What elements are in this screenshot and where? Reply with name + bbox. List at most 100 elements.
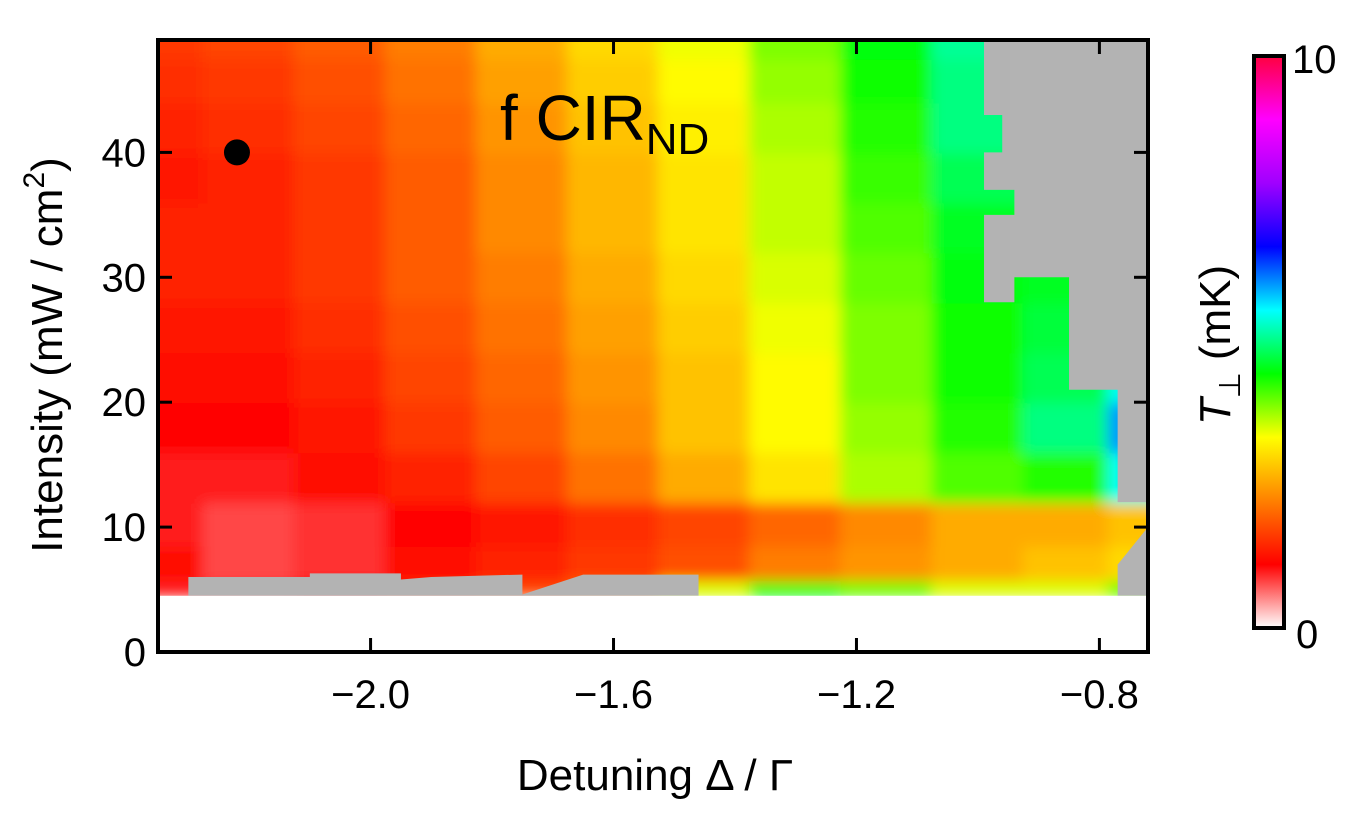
heatmap-cell [158, 501, 205, 547]
heatmap-cell [749, 251, 843, 304]
heatmap-cell [658, 201, 752, 254]
heatmap-cell [293, 451, 387, 504]
heatmap-cell [1022, 544, 1110, 582]
heatmap-cell [384, 401, 478, 454]
heatmap-cell [1022, 579, 1110, 597]
x-tick-label: −1.6 [574, 673, 653, 717]
heatmap-cell [840, 251, 934, 304]
heatmap-cell [749, 401, 843, 454]
no-data-region [522, 574, 699, 596]
heatmap-cell [475, 151, 569, 204]
heatmap-cell [1022, 501, 1110, 547]
heatmap-cell [931, 451, 1025, 504]
heatmap-cell [840, 351, 934, 404]
heatmap-cell [566, 351, 661, 404]
heatmap-cell [931, 544, 1025, 582]
heatmap-cell [384, 301, 478, 354]
heatmap-cell [658, 101, 752, 154]
heatmap-cell [202, 501, 296, 547]
heatmap-cell [840, 401, 934, 454]
heatmap-cell [293, 57, 387, 104]
heatmap-cell [931, 351, 1025, 404]
no-data-region [188, 573, 523, 596]
heatmap-cell [566, 401, 661, 454]
heatmap-cell [475, 451, 569, 504]
heatmap-cell [202, 301, 296, 354]
heatmap-cell [384, 101, 478, 154]
heatmap-cell [158, 201, 205, 254]
heatmap-cell [158, 57, 205, 104]
heatmap-cell [566, 501, 661, 547]
heatmap-cell [749, 451, 843, 504]
heatmap-cell [475, 301, 569, 354]
heatmap-cell [566, 57, 661, 104]
heatmap-cell [658, 251, 752, 304]
heatmap-cell [840, 201, 934, 254]
heatmap-cell [384, 151, 478, 204]
heatmap-cell [384, 201, 478, 254]
heatmap-cell [931, 579, 1025, 597]
heatmap-cell [293, 501, 387, 547]
heatmap-cell [566, 251, 661, 304]
heatmap-cell [475, 501, 569, 547]
heatmap-cell [475, 201, 569, 254]
heatmap-cell [158, 544, 205, 582]
heatmap-cell [749, 351, 843, 404]
panel-title-main: f CIR [500, 82, 646, 154]
heatmap-cell [1022, 401, 1110, 454]
y-axis: 0 10 20 30 40 [102, 131, 1148, 675]
heatmap-cell [475, 351, 569, 404]
panel-title-subscript: ND [646, 115, 710, 164]
colorbar-label-unit: (mK) [1191, 265, 1240, 360]
heatmap-cell [475, 40, 569, 60]
heatmap-cell [749, 40, 843, 60]
x-tick-label: −2.0 [331, 673, 410, 717]
heatmap-cell [293, 301, 387, 354]
heatmap-cell [658, 40, 752, 60]
heatmap-cell [840, 501, 934, 547]
heatmap-cell [840, 451, 934, 504]
heatmap-cell [202, 40, 296, 60]
heatmap-cell [384, 57, 478, 104]
heatmap-cell [566, 301, 661, 354]
heatmap-cell [384, 251, 478, 304]
heatmap-cell [384, 40, 478, 60]
heatmap-cell [202, 251, 296, 304]
heatmap-cell [749, 151, 843, 204]
heatmap-surface [158, 40, 1148, 652]
colorbar [1252, 54, 1286, 630]
y-tick-label: 0 [124, 631, 146, 675]
heatmap-cell [158, 451, 205, 504]
heatmap-cell [293, 40, 387, 60]
heatmap-cell [749, 201, 843, 254]
heatmap-cell [202, 401, 296, 454]
heatmap-cell [384, 351, 478, 404]
colorbar-min-label: 0 [1296, 613, 1318, 657]
heatmap-cell [840, 544, 934, 582]
x-tick-label: −0.8 [1060, 673, 1139, 717]
heatmap-cell [658, 151, 752, 204]
heatmap-cell [202, 101, 296, 154]
heatmap-cell [749, 101, 843, 154]
colorbar-label-subscript: ⊥ [1214, 372, 1247, 398]
heatmap-cell [293, 201, 387, 254]
heatmap-cell [931, 301, 1025, 354]
heatmap-cell [840, 579, 934, 597]
heatmap-cell [749, 57, 843, 104]
heatmap-cell [840, 101, 934, 154]
y-tick-label: 20 [102, 381, 147, 425]
heatmap-cell [749, 501, 843, 547]
empty-region [158, 595, 1148, 652]
heatmap-cell [158, 101, 205, 154]
data-marker-point [223, 139, 250, 166]
heatmap-cell [658, 501, 752, 547]
heatmap-cell [658, 401, 752, 454]
heatmap-cell [293, 101, 387, 154]
x-tick-label: −1.2 [817, 673, 896, 717]
heatmap-cell [840, 40, 934, 60]
panel-title: f CIRND [500, 82, 709, 164]
heatmap-cell [840, 151, 934, 204]
y-tick-label: 10 [102, 506, 147, 550]
heatmap-cell [931, 401, 1025, 454]
